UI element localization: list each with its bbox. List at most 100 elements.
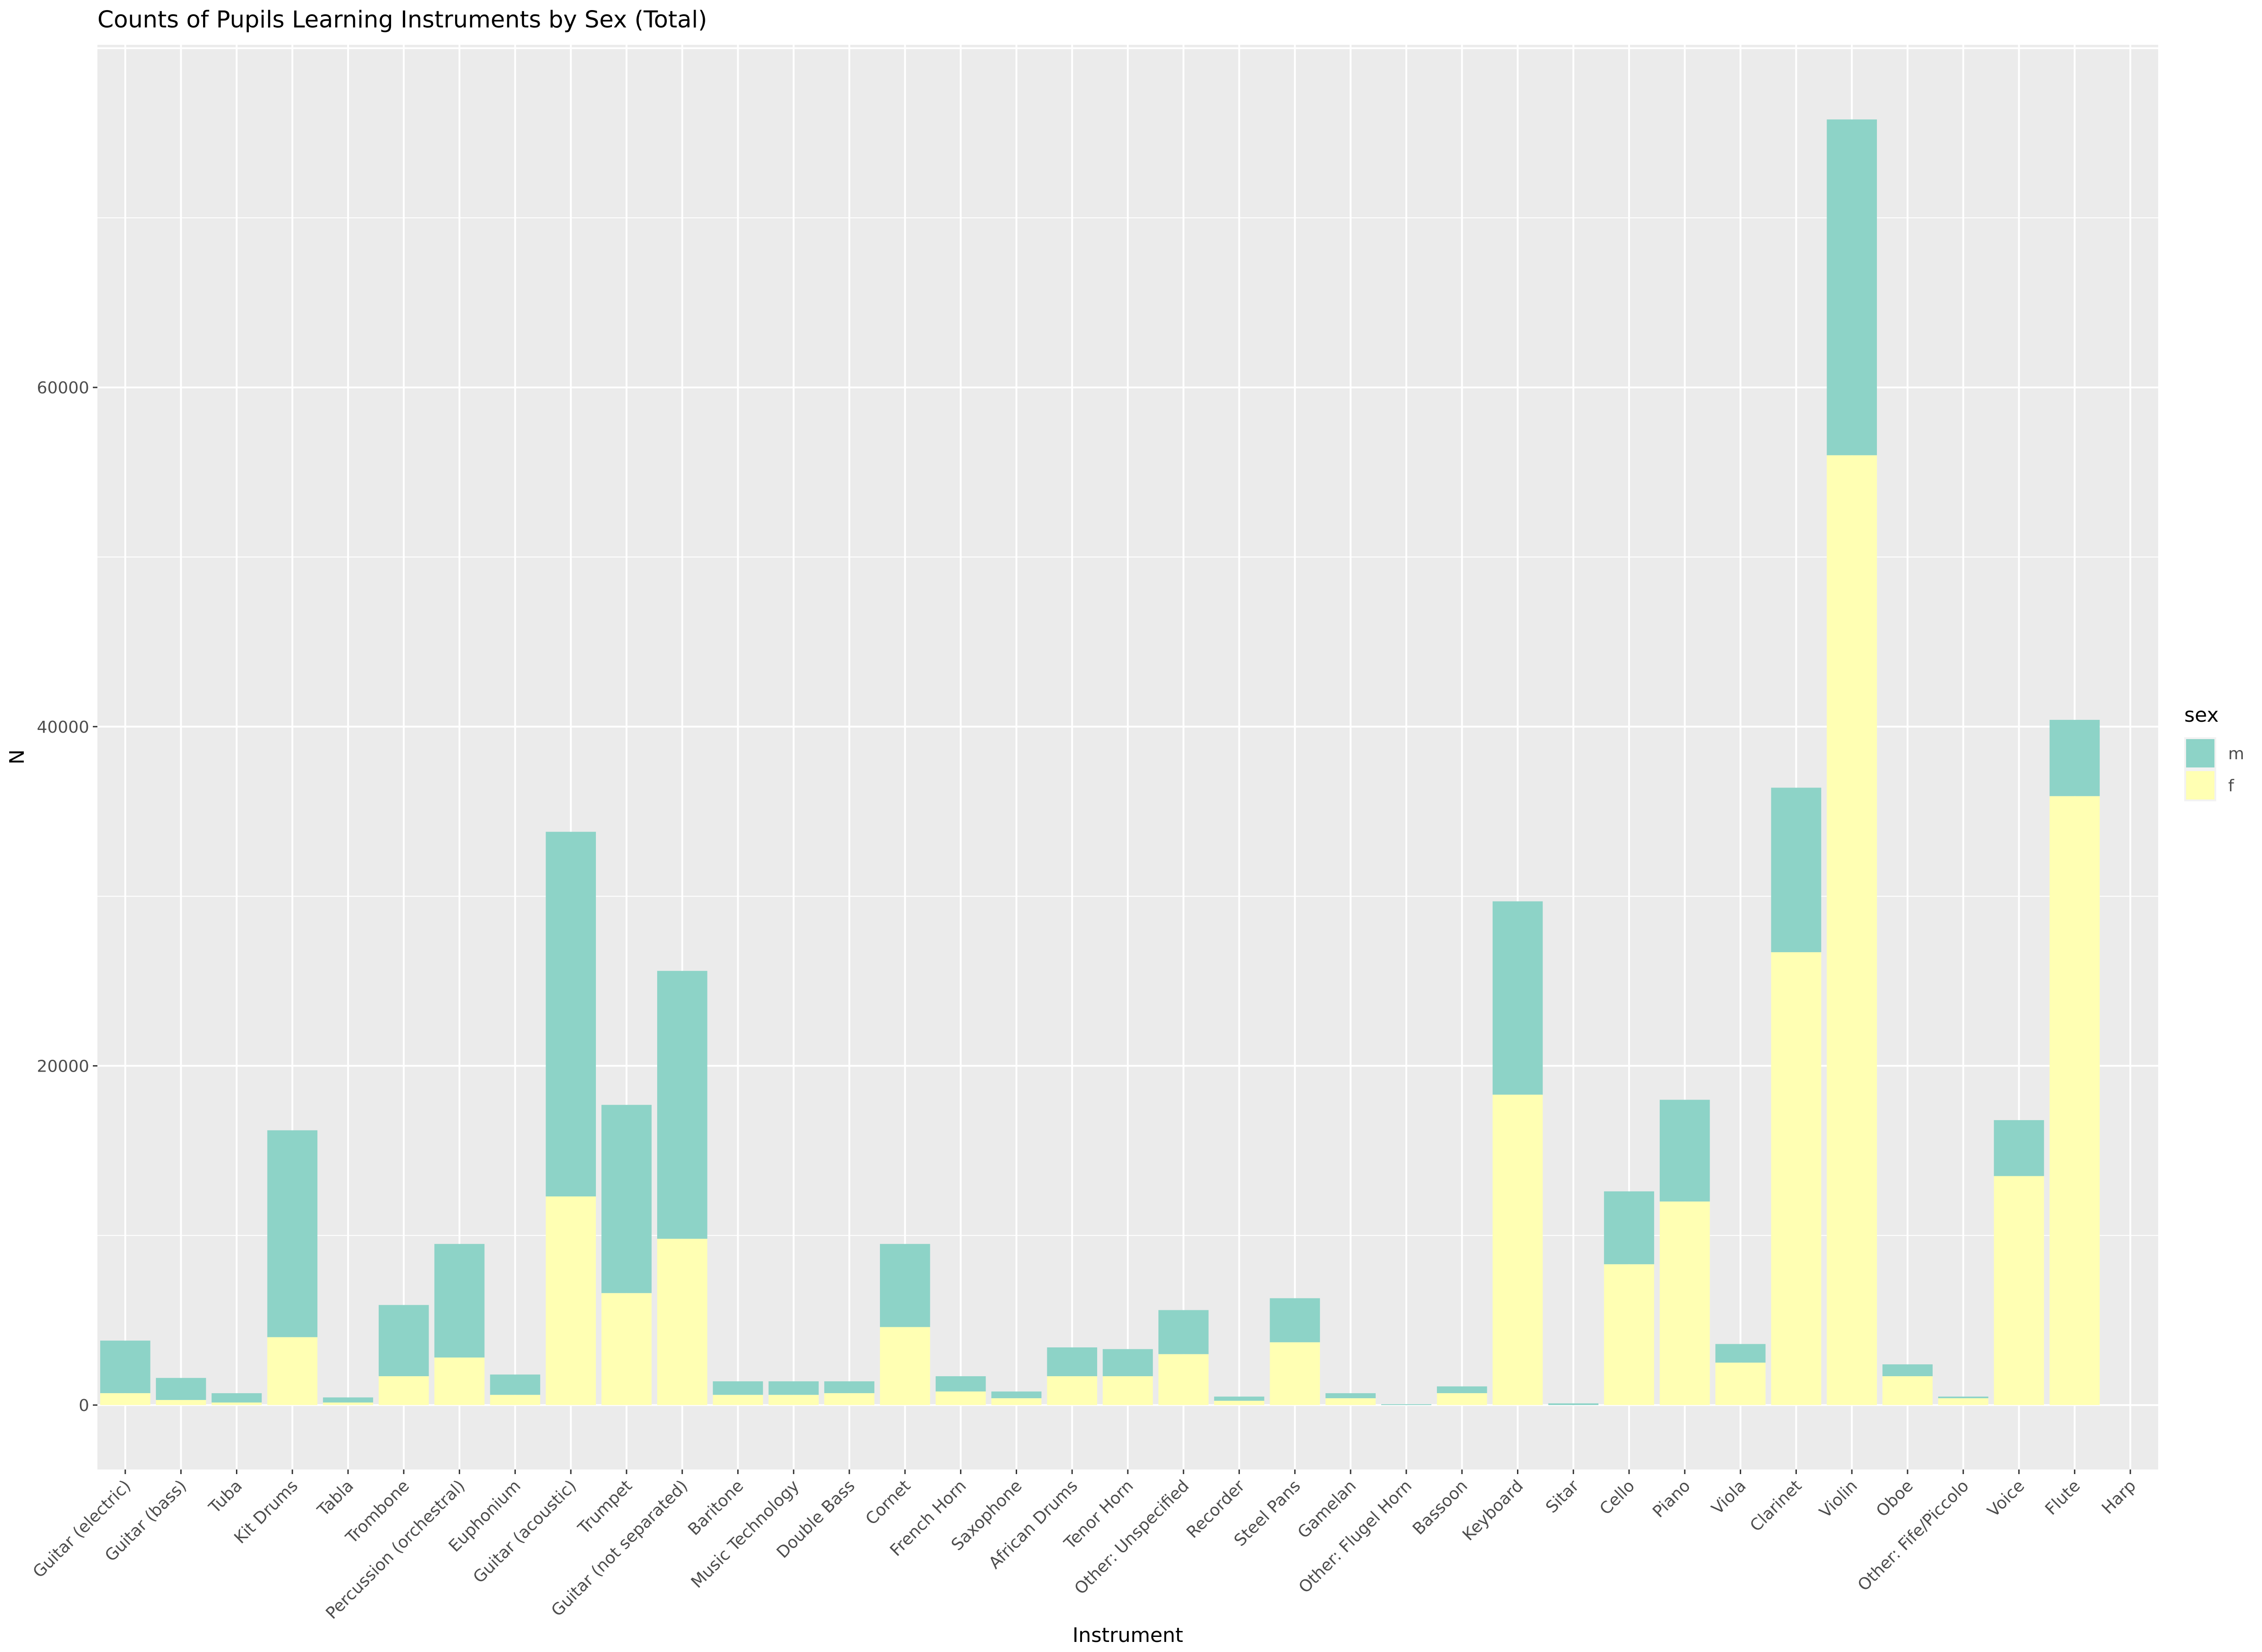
legend-title: sex xyxy=(2184,703,2219,727)
legend-key-f xyxy=(2186,771,2214,799)
bar-segment-f xyxy=(323,1402,373,1405)
bar-segment-m xyxy=(657,971,708,1239)
x-tick-label: Tuba xyxy=(205,1476,246,1517)
bar-segment-m xyxy=(267,1130,318,1337)
x-tick-label: Piano xyxy=(1649,1476,1694,1521)
bar-segment-m xyxy=(880,1244,930,1327)
bar-segment-f xyxy=(601,1293,652,1405)
bar-segment-f xyxy=(1994,1176,2044,1405)
bar-segment-f xyxy=(1827,455,1877,1405)
x-tick-label: Music Technology xyxy=(688,1476,803,1592)
bar-segment-m xyxy=(1270,1298,1320,1342)
bar-segment-m xyxy=(100,1341,150,1394)
bar-segment-f xyxy=(490,1395,541,1405)
bars xyxy=(100,119,2100,1405)
bar-segment-f xyxy=(1715,1362,1766,1405)
y-tick-label: 0 xyxy=(79,1396,89,1415)
bar-segment-f xyxy=(1158,1354,1209,1405)
x-tick-label: Oboe xyxy=(1873,1476,1917,1520)
bar-segment-m xyxy=(1771,788,1822,952)
bar-segment-m xyxy=(935,1376,986,1392)
bar-segment-f xyxy=(657,1239,708,1405)
bar-segment-f xyxy=(2049,796,2100,1405)
x-tick-label: Viola xyxy=(1708,1476,1750,1518)
bar-segment-f xyxy=(1047,1376,1098,1405)
bar-segment-f xyxy=(100,1393,150,1405)
x-tick-label: Other: Fife/Piccolo xyxy=(1854,1476,1973,1595)
bar-segment-m xyxy=(490,1374,541,1395)
x-tick-label: Flute xyxy=(2042,1476,2084,1518)
legend-key-m xyxy=(2186,739,2214,767)
chart-title: Counts of Pupils Learning Instruments by… xyxy=(97,6,707,33)
bar-segment-f xyxy=(935,1391,986,1405)
bar-segment-f xyxy=(1938,1398,1989,1405)
y-tick-label: 40000 xyxy=(37,718,89,737)
bar-segment-m xyxy=(1492,901,1543,1095)
bar-segment-f xyxy=(880,1327,930,1405)
bar-segment-m xyxy=(2049,719,2100,796)
bar-segment-m xyxy=(1325,1393,1376,1399)
bar-segment-f xyxy=(1492,1094,1543,1405)
bar-segment-f xyxy=(991,1398,1042,1405)
x-tick-label: Clarinet xyxy=(1747,1476,1806,1535)
bar-segment-f xyxy=(1660,1201,1710,1405)
bar-segment-m xyxy=(1660,1100,1710,1202)
y-tick-label: 20000 xyxy=(37,1057,89,1076)
x-tick-label: Guitar (acoustic) xyxy=(470,1476,580,1587)
legend: sex mf xyxy=(2184,703,2244,801)
bar-segment-m xyxy=(1437,1386,1487,1394)
bar-segment-f xyxy=(155,1400,206,1405)
bar-segment-f xyxy=(1325,1398,1376,1405)
bar-segment-m xyxy=(1214,1396,1265,1401)
bar-segment-m xyxy=(1938,1396,1989,1399)
y-tick-label: 60000 xyxy=(37,379,89,397)
bar-segment-f xyxy=(211,1402,262,1405)
legend-label-f: f xyxy=(2228,777,2235,795)
bar-segment-m xyxy=(1047,1347,1098,1377)
bar-segment-m xyxy=(1715,1344,1766,1363)
bar-segment-m xyxy=(1994,1120,2044,1176)
bar-segment-m xyxy=(1827,119,1877,456)
y-axis-title: N xyxy=(5,750,29,765)
bar-segment-f xyxy=(1604,1264,1654,1405)
bar-segment-f xyxy=(434,1357,485,1405)
bar-segment-f xyxy=(1103,1376,1153,1405)
bar-segment-m xyxy=(601,1105,652,1293)
bar-segment-m xyxy=(991,1391,1042,1399)
x-tick-label: Cello xyxy=(1596,1476,1638,1518)
bar-segment-f xyxy=(379,1376,429,1405)
bar-segment-f xyxy=(713,1395,763,1405)
bar-segment-m xyxy=(1381,1404,1431,1405)
x-tick-label: Cornet xyxy=(862,1476,914,1529)
bar-segment-m xyxy=(434,1244,485,1358)
bar-segment-m xyxy=(1103,1349,1153,1377)
bar-segment-f xyxy=(267,1337,318,1405)
bar-segment-f xyxy=(546,1196,596,1405)
bar-segment-f xyxy=(768,1395,819,1405)
x-tick-label: Guitar (electric) xyxy=(29,1476,134,1582)
y-axis: 0 20000 40000 60000 xyxy=(37,379,97,1415)
bar-segment-f xyxy=(1771,952,1822,1405)
bar-segment-f xyxy=(1437,1393,1487,1405)
bar-segment-m xyxy=(768,1381,819,1395)
bar-segment-m xyxy=(713,1381,763,1395)
x-tick-label: Tabla xyxy=(314,1476,357,1520)
x-tick-label: Other: Flugel Horn xyxy=(1295,1476,1415,1597)
x-tick-label: Violin xyxy=(1816,1476,1861,1522)
bar-segment-m xyxy=(1548,1403,1599,1405)
bar-segment-m xyxy=(1604,1191,1654,1265)
bar-segment-m xyxy=(1882,1364,1933,1377)
x-tick-label: Keyboard xyxy=(1459,1476,1527,1545)
bar-segment-m xyxy=(155,1378,206,1400)
bar-segment-f xyxy=(1214,1400,1265,1405)
x-axis-title: Instrument xyxy=(1072,1624,1183,1647)
bar-segment-m xyxy=(824,1381,874,1394)
bar-segment-m xyxy=(379,1305,429,1377)
bar-segment-m xyxy=(546,831,596,1196)
bar-segment-m xyxy=(323,1397,373,1403)
bar-segment-m xyxy=(1158,1310,1209,1354)
bar-segment-f xyxy=(1882,1376,1933,1405)
bar-segment-f xyxy=(1270,1342,1320,1405)
